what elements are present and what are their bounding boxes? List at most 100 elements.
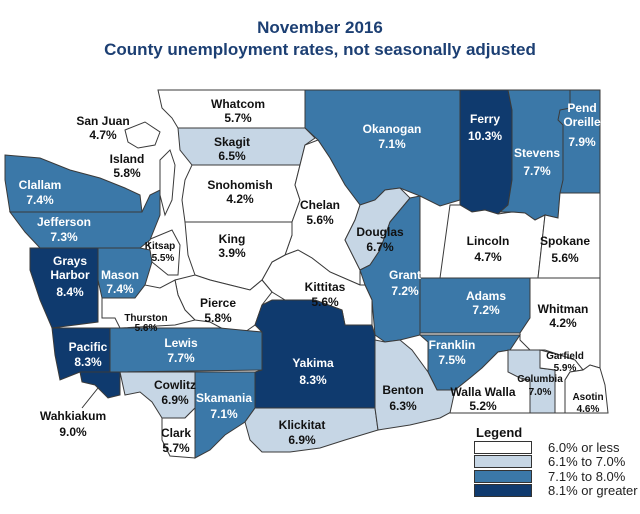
county-asotin[interactable]	[564, 364, 609, 414]
label-kitsap: Kitsap	[145, 241, 176, 252]
rate-skagit: 6.5%	[218, 149, 246, 163]
legend-item-1: 6.0% or less	[474, 440, 638, 455]
rate-pend-oreille: 7.9%	[568, 135, 596, 149]
label-klickitat: Klickitat	[279, 418, 326, 432]
rate-island: 5.8%	[113, 166, 141, 180]
rate-benton: 6.3%	[389, 399, 417, 413]
legend-title: Legend	[476, 425, 523, 440]
rate-stevens: 7.7%	[523, 164, 551, 178]
label-pacific: Pacific	[69, 340, 108, 354]
county-grant[interactable]	[359, 195, 421, 343]
map-subtitle: County unemployment rates, not seasonall…	[104, 40, 536, 59]
label-stevens: Stevens	[514, 146, 560, 160]
label-yakima: Yakima	[292, 356, 334, 370]
rate-skamania: 7.1%	[210, 407, 238, 421]
legend-item-4: 8.1% or greater	[474, 483, 638, 499]
county-yakima[interactable]	[254, 299, 376, 409]
county-lewis[interactable]	[109, 327, 263, 373]
legend-swatch-3	[474, 469, 532, 483]
rate-garfield: 5.9%	[554, 363, 577, 374]
wahkiakum-leader-line	[81, 387, 99, 409]
label-jefferson: Jefferson	[37, 215, 91, 229]
county-wahkiakum[interactable]	[79, 371, 121, 399]
label-garfield: Garfield	[546, 351, 584, 362]
label-skagit: Skagit	[214, 135, 250, 149]
label-san-juan: San Juan	[76, 114, 129, 128]
label-cowlitz: Cowlitz	[154, 378, 196, 392]
legend-swatch-1	[474, 440, 532, 454]
map-title: November 2016	[257, 18, 383, 37]
legend-item-2: 6.1% to 7.0%	[474, 454, 638, 470]
label-lincoln: Lincoln	[467, 234, 510, 248]
legend-label-1: 6.0% or less	[548, 439, 620, 455]
label-franklin: Franklin	[429, 338, 476, 352]
legend-item-3: 7.1% to 8.0%	[474, 469, 638, 484]
county-jefferson[interactable]	[9, 189, 161, 249]
rate-kittitas: 5.6%	[311, 295, 339, 309]
label-skamania: Skamania	[196, 391, 252, 405]
rate-pierce: 5.8%	[204, 311, 232, 325]
label-adams: Adams	[466, 289, 506, 303]
label-chelan: Chelan	[300, 198, 340, 212]
rate-san-juan: 4.7%	[89, 128, 117, 142]
label-mason: Mason	[101, 268, 139, 282]
rate-franklin: 7.5%	[438, 353, 466, 367]
label-wahkiakum: Wahkiakum	[40, 409, 106, 423]
rate-spokane: 5.6%	[551, 251, 579, 265]
label-spokane: Spokane	[540, 234, 590, 248]
legend-label-4: 8.1% or greater	[548, 483, 638, 499]
legend-swatch-2	[474, 455, 532, 469]
label-asotin: Asotin	[572, 392, 603, 403]
label-walla-walla: Walla Walla	[450, 385, 515, 399]
label-pierce: Pierce	[200, 296, 236, 310]
rate-chelan: 5.6%	[306, 213, 334, 227]
rate-cowlitz: 6.9%	[161, 393, 189, 407]
label-grant: Grant	[389, 268, 421, 282]
rate-grant: 7.2%	[391, 284, 419, 298]
label-whatcom: Whatcom	[211, 97, 265, 111]
rate-whitman: 4.2%	[549, 316, 577, 330]
label-okanogan: Okanogan	[363, 122, 422, 136]
label-pend-oreille-2: Oreille	[563, 115, 601, 129]
label-columbia: Columbia	[517, 374, 563, 385]
rate-jefferson: 7.3%	[50, 230, 78, 244]
label-benton: Benton	[382, 383, 423, 397]
county-san-juan[interactable]	[124, 121, 161, 149]
rate-clark: 5.7%	[162, 441, 190, 455]
label-lewis: Lewis	[164, 336, 198, 350]
county-thurston[interactable]	[101, 279, 196, 329]
rate-douglas: 6.7%	[366, 240, 394, 254]
county-lincoln[interactable]	[439, 204, 546, 279]
county-clallam[interactable]	[4, 154, 143, 213]
legend-label-2: 6.1% to 7.0%	[548, 454, 626, 470]
label-grays-harbor-2: Harbor	[50, 268, 90, 282]
rate-wahkiakum: 9.0%	[59, 425, 87, 439]
rate-mason: 7.4%	[106, 282, 134, 296]
rate-klickitat: 6.9%	[288, 433, 316, 447]
rate-thurston: 5.6%	[135, 323, 158, 334]
rate-pacific: 8.3%	[74, 355, 102, 369]
rate-clallam: 7.4%	[26, 193, 54, 207]
county-pend-oreille[interactable]	[557, 89, 601, 194]
rate-walla-walla: 5.2%	[469, 399, 497, 413]
rate-okanogan: 7.1%	[378, 137, 406, 151]
rate-king: 3.9%	[218, 246, 246, 260]
legend: Legend 6.0% or less 6.1% to 7.0% 7.1% to…	[474, 425, 638, 498]
county-island[interactable]	[159, 149, 176, 217]
rate-columbia: 7.0%	[529, 387, 552, 398]
label-island: Island	[110, 152, 145, 166]
rate-grays-harbor: 8.4%	[56, 285, 84, 299]
county-ferry[interactable]	[459, 89, 513, 215]
label-whitman: Whitman	[538, 302, 589, 316]
label-clallam: Clallam	[19, 178, 62, 192]
rate-ferry: 10.3%	[468, 129, 502, 143]
rate-kitsap: 5.5%	[152, 253, 175, 264]
legend-label-3: 7.1% to 8.0%	[548, 468, 626, 484]
rate-snohomish: 4.2%	[226, 192, 254, 206]
label-ferry: Ferry	[470, 112, 500, 126]
rate-adams: 7.2%	[472, 303, 500, 317]
rate-lewis: 7.7%	[167, 351, 195, 365]
rate-asotin: 4.6%	[577, 404, 600, 415]
label-kittitas: Kittitas	[305, 280, 346, 294]
